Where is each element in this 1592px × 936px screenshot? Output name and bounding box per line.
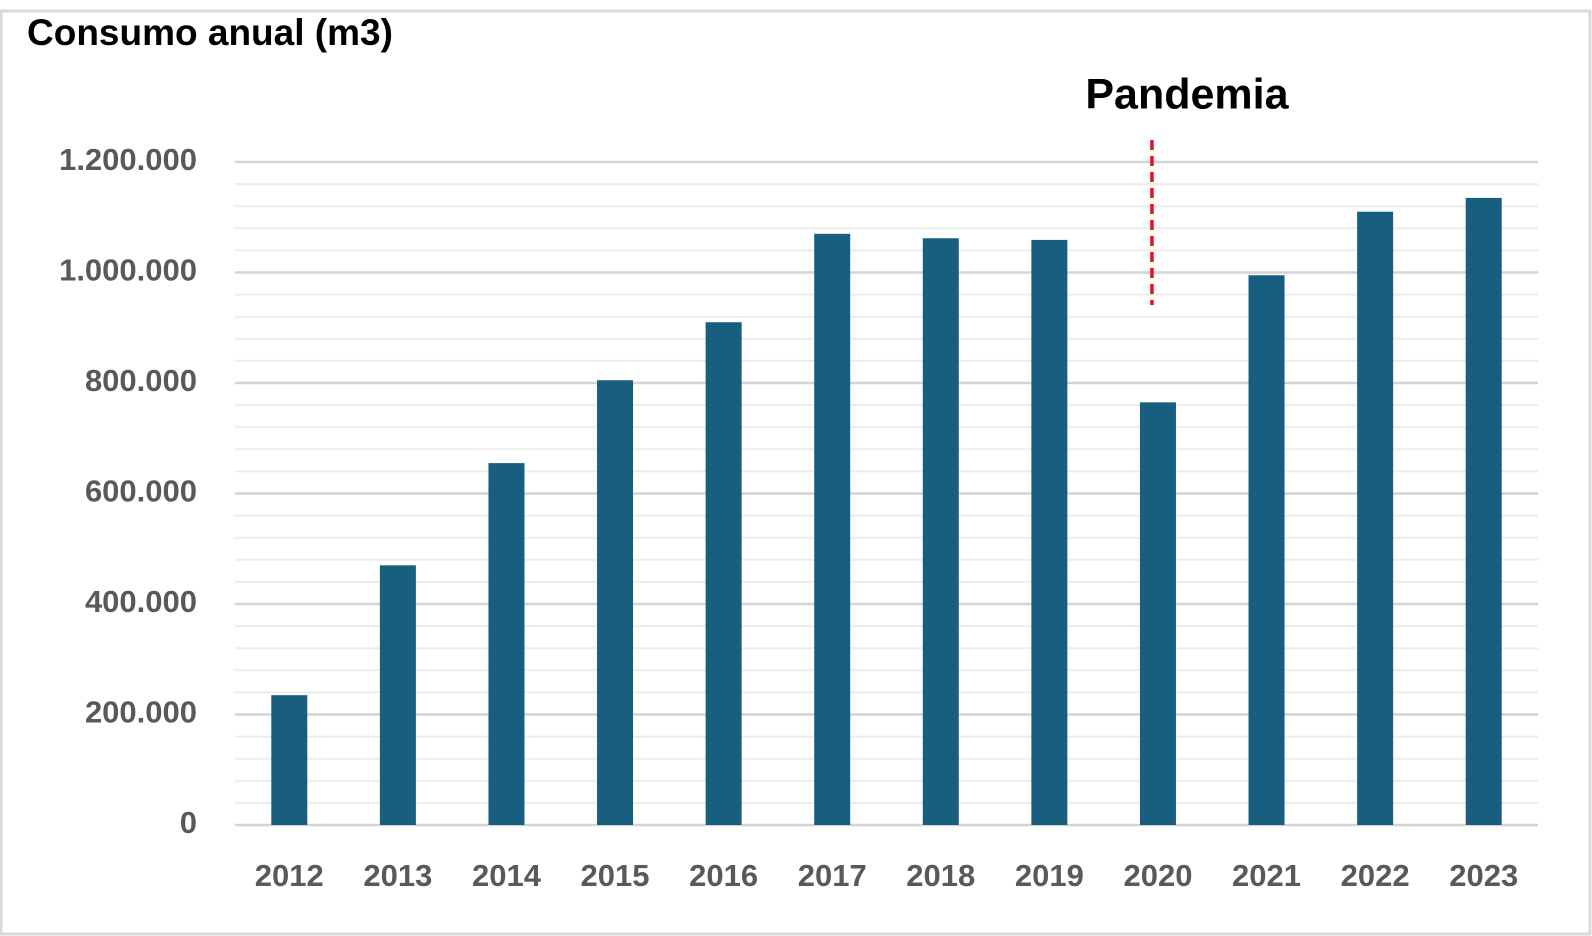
y-tick-label: 1.200.000: [59, 142, 197, 177]
y-tick-label: 800.000: [85, 363, 197, 398]
x-tick-label: 2012: [255, 858, 324, 893]
bar: [1139, 402, 1176, 825]
x-tick-label: 2020: [1123, 858, 1192, 893]
x-tick-label: 2013: [363, 858, 432, 893]
chart-title: Consumo anual (m3): [27, 12, 393, 53]
bar: [597, 380, 634, 825]
y-tick-label: 200.000: [85, 695, 197, 730]
x-tick-label: 2016: [689, 858, 758, 893]
x-tick-label: 2018: [906, 858, 975, 893]
x-tick-label: 2017: [798, 858, 867, 893]
x-tick-label: 2014: [472, 858, 542, 893]
x-tick-label: 2023: [1449, 858, 1518, 893]
y-tick-label: 0: [180, 805, 197, 840]
y-tick-label: 400.000: [85, 584, 197, 619]
chart-frame: [0, 9, 1592, 936]
bar: [922, 238, 959, 825]
y-tick-label: 1.000.000: [59, 253, 197, 288]
bar: [379, 565, 416, 825]
bar: [1465, 197, 1502, 826]
x-tick-label: 2015: [581, 858, 650, 893]
bar: [1031, 239, 1068, 826]
bar: [488, 463, 525, 825]
bar: [271, 695, 308, 825]
bar: [1357, 211, 1394, 826]
bar: [705, 322, 742, 825]
annotation-label: Pandemia: [1085, 70, 1289, 118]
y-tick-label: 600.000: [85, 474, 197, 509]
x-tick-label: 2022: [1341, 858, 1410, 893]
bar: [814, 233, 851, 825]
x-tick-label: 2019: [1015, 858, 1084, 893]
x-tick-label: 2021: [1232, 858, 1301, 893]
bar: [1248, 275, 1285, 825]
